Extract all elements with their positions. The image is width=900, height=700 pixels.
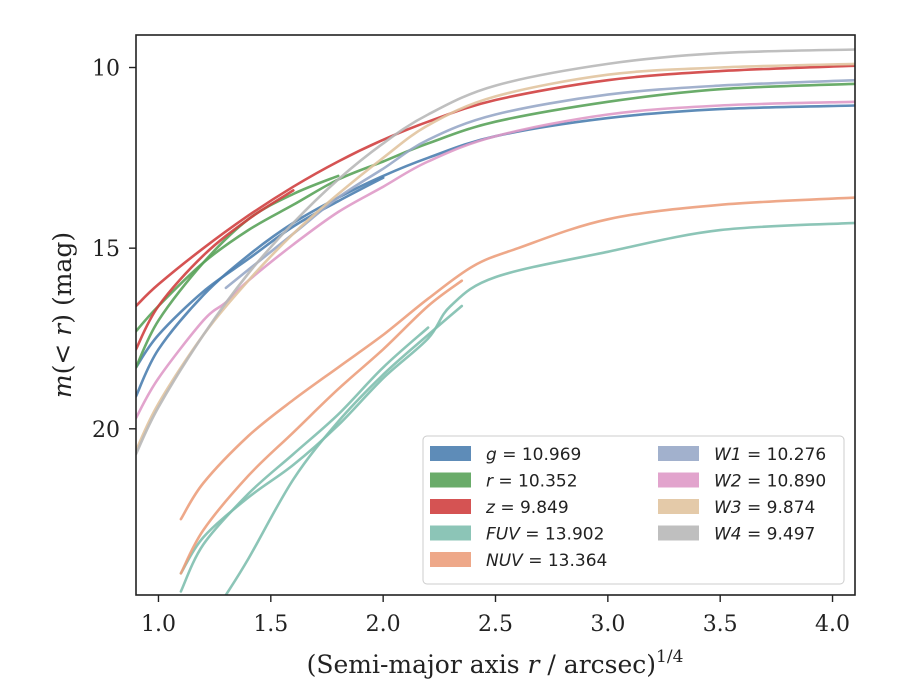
- legend-box: [422, 435, 845, 585]
- series-line-g-1: [136, 176, 385, 369]
- series-line-fuv-7: [179, 326, 430, 593]
- series-line-r-2: [136, 82, 855, 333]
- legend-label-fuv: FUV = 13.902: [486, 525, 604, 545]
- x-tick-label: 4.0: [815, 612, 850, 637]
- x-tick-label: 2.5: [478, 612, 513, 637]
- x-axis-ticks: 1.0 1.5 2.0 2.5 3.0 3.5 4.0: [141, 595, 850, 637]
- x-tick-label: 3.0: [590, 612, 625, 637]
- series-line-nuv-9: [179, 196, 855, 521]
- legend-label-nuv: NUV = 13.364: [486, 551, 607, 571]
- legend-label-w1: W1 = 10.276: [714, 445, 826, 465]
- series-line-g-0: [136, 104, 855, 398]
- legend-label-g: g = 10.969: [486, 445, 581, 465]
- x-tick-label: 1.0: [141, 612, 176, 637]
- plot-lines: [136, 48, 855, 595]
- series-line-fuv-8: [224, 304, 464, 595]
- legend-swatch-fuv: [430, 525, 471, 541]
- x-tick-label: 1.5: [253, 612, 288, 637]
- x-tick-label: 2.0: [366, 612, 401, 637]
- series-line-fuv-6: [179, 221, 855, 575]
- legend-label-w2: W2 = 10.890: [714, 472, 826, 492]
- legend-label-r: r = 10.352: [486, 472, 578, 492]
- series-line-w4-14: [136, 48, 855, 456]
- series-line-z-4: [136, 64, 855, 308]
- legend-swatch-w2: [658, 472, 699, 488]
- x-tick-label: 3.5: [703, 612, 738, 637]
- legend: g = 10.969 r = 10.352 z = 9.849 FUV = 13.90…: [422, 435, 845, 585]
- x-axis-label: (Semi-major axis r / arcsec)1/4: [307, 647, 684, 679]
- legend-swatch-w4: [658, 525, 699, 541]
- y-axis-ticks: 10 15 20: [92, 57, 136, 443]
- legend-label-w3: W3 = 9.874: [714, 498, 815, 518]
- legend-swatch-nuv: [430, 552, 471, 567]
- legend-swatch-r: [430, 472, 471, 488]
- series-line-w2-12: [136, 100, 855, 420]
- legend-swatch-w3: [658, 499, 699, 514]
- legend-label-w4: W4 = 9.497: [714, 525, 815, 545]
- legend-swatch-z: [430, 499, 471, 514]
- y-tick-label: 10: [92, 57, 120, 82]
- legend-swatch-g: [430, 446, 471, 461]
- series-line-nuv-10: [179, 279, 464, 575]
- series-line-z-5: [136, 189, 295, 351]
- y-axis-label: m(< r) (mag): [48, 232, 77, 398]
- series-line-w1-11: [224, 78, 855, 290]
- legend-label-z: z = 9.849: [485, 498, 569, 518]
- series-line-r-3: [136, 174, 340, 369]
- y-tick-label: 15: [92, 237, 120, 262]
- legend-swatch-w1: [658, 446, 699, 461]
- y-tick-label: 20: [92, 418, 120, 443]
